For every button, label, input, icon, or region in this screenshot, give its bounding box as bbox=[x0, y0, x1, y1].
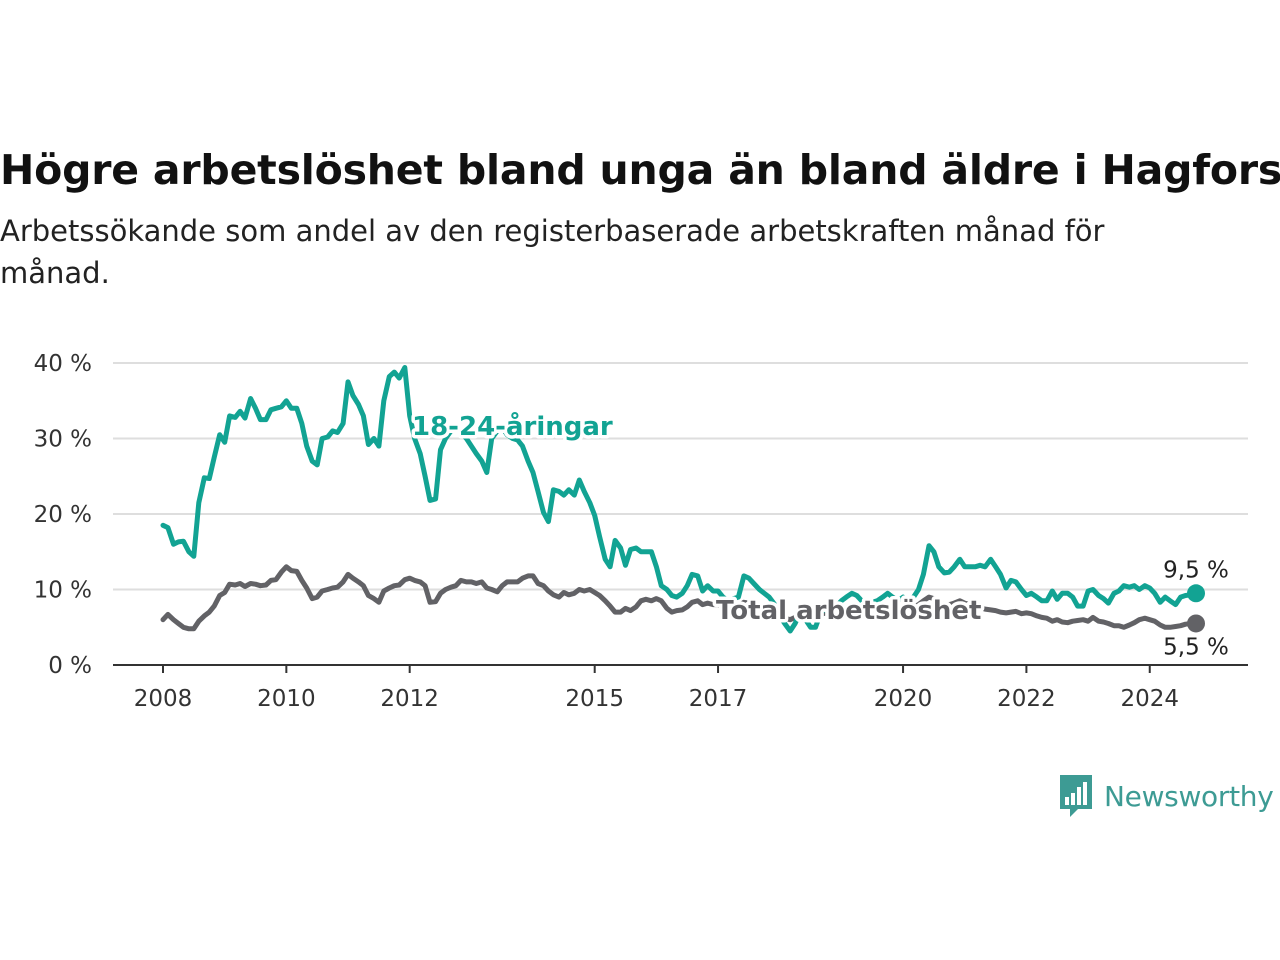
y-axis: 0 % 10 % 20 % 30 % 40 % bbox=[34, 351, 92, 679]
line-chart: 0 % 10 % 20 % 30 % 40 % 2008 2010 2012 2015 2017… bbox=[34, 351, 1248, 712]
x-axis: 2008 2010 2012 2015 2017 2020 2022 2024 bbox=[134, 665, 1179, 712]
newsworthy-brand: Newsworthy bbox=[1058, 772, 1274, 820]
series-end-point bbox=[1187, 584, 1205, 603]
x-tick-label: 2012 bbox=[380, 686, 439, 712]
series-name-label: Total arbetslöshet bbox=[716, 596, 981, 626]
x-tick-label: 2022 bbox=[997, 686, 1056, 712]
brand-name: Newsworthy bbox=[1104, 779, 1274, 813]
x-tick-label: 2008 bbox=[134, 686, 193, 712]
series-line bbox=[160, 564, 1199, 632]
x-tick-label: 2024 bbox=[1120, 686, 1179, 712]
series-end-point bbox=[1187, 614, 1205, 633]
series-end-label: 5,5 % bbox=[1163, 634, 1229, 660]
grid-lines bbox=[113, 362, 1248, 666]
series-labels: 18-24-åringar Total arbetslöshet 9,5 % 5,5 … bbox=[409, 407, 1229, 661]
y-tick-label: 30 % bbox=[34, 427, 92, 453]
y-tick-label: 10 % bbox=[34, 578, 92, 604]
chart-title: Högre arbetslöshet bland unga än bland ä… bbox=[0, 146, 1280, 194]
x-tick-label: 2017 bbox=[689, 686, 748, 712]
series-line bbox=[160, 365, 1199, 634]
series-lines bbox=[160, 365, 1205, 634]
x-tick-label: 2010 bbox=[257, 686, 316, 712]
series-end-label: 9,5 % bbox=[1163, 557, 1229, 583]
newsworthy-logo-icon bbox=[1060, 775, 1092, 817]
x-tick-label: 2020 bbox=[874, 686, 933, 712]
x-tick-label: 2015 bbox=[565, 686, 624, 712]
chart-subtitle: Arbetssökande som andel av den registerb… bbox=[0, 214, 1105, 290]
series-name-label: 18-24-åringar bbox=[412, 410, 613, 442]
y-tick-label: 0 % bbox=[48, 653, 92, 679]
y-tick-label: 20 % bbox=[34, 502, 92, 528]
y-tick-label: 40 % bbox=[34, 351, 92, 377]
